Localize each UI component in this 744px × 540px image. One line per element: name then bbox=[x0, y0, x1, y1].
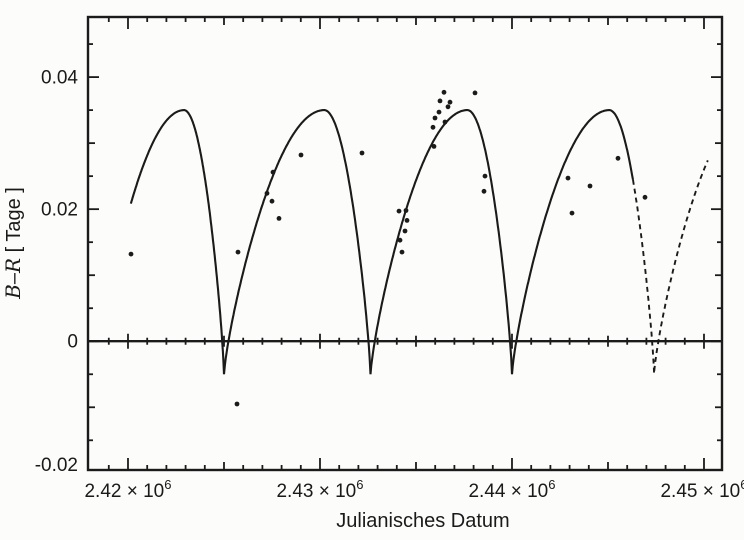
data-point bbox=[482, 173, 488, 179]
x-tick-label: 2.45 × 106 bbox=[660, 477, 744, 502]
data-points bbox=[128, 89, 648, 407]
y-axis-title-dash: – bbox=[3, 272, 25, 284]
data-point bbox=[399, 249, 405, 255]
data-point bbox=[587, 183, 593, 189]
curve-segment-solid bbox=[369, 109, 514, 375]
x-axis-ticks bbox=[107, 17, 705, 470]
data-point bbox=[615, 155, 621, 161]
data-point bbox=[270, 169, 276, 175]
data-point bbox=[128, 251, 134, 257]
y-axis-title-unit: [ Tage ] bbox=[3, 187, 25, 258]
x-tick-label: 2.44 × 106 bbox=[468, 477, 555, 502]
y-tick-label: 0.04 bbox=[41, 68, 78, 89]
y-tick-label: 0 bbox=[67, 332, 78, 353]
y-tick-labels: -0.02 0 0.02 0.04 bbox=[35, 68, 79, 476]
y-tick-label: 0.02 bbox=[41, 200, 78, 221]
data-point bbox=[642, 194, 648, 200]
x-tick-label: 2.42 × 106 bbox=[84, 477, 171, 502]
data-point bbox=[397, 237, 403, 243]
data-point bbox=[359, 150, 365, 156]
data-point bbox=[441, 89, 447, 95]
data-point bbox=[396, 208, 402, 214]
data-point bbox=[472, 90, 478, 96]
data-point bbox=[565, 175, 571, 181]
y-axis-title-R: R bbox=[1, 258, 25, 274]
curve-segment-solid bbox=[510, 109, 635, 375]
data-point bbox=[432, 115, 438, 121]
data-point bbox=[442, 119, 448, 125]
data-point bbox=[298, 152, 304, 158]
data-point bbox=[264, 190, 270, 196]
data-point bbox=[235, 249, 241, 255]
data-point bbox=[402, 228, 408, 234]
data-point bbox=[481, 188, 487, 194]
data-point bbox=[569, 210, 575, 216]
data-point bbox=[445, 104, 451, 110]
data-point bbox=[269, 198, 275, 204]
data-point bbox=[431, 144, 437, 149]
y-axis-title-B: B bbox=[1, 284, 25, 300]
curve-segment-solid bbox=[129, 109, 226, 375]
curve-segment-dashed bbox=[632, 160, 709, 375]
y-axis-title: B–R [ Tage ] bbox=[1, 187, 25, 300]
y-axis-ticks bbox=[88, 43, 722, 442]
model-curve bbox=[129, 109, 709, 375]
y-tick-label: -0.02 bbox=[35, 455, 78, 476]
x-tick-labels: 2.42 × 106 2.43 × 106 2.44 × 106 2.45 × 106 bbox=[84, 477, 744, 502]
data-point bbox=[447, 99, 453, 105]
x-tick-label: 2.43 × 106 bbox=[276, 477, 363, 502]
data-point bbox=[436, 109, 442, 115]
data-point bbox=[234, 401, 240, 407]
curve-segment-solid bbox=[222, 109, 372, 375]
plot-frame bbox=[86, 15, 724, 472]
data-point bbox=[404, 218, 410, 223]
data-point bbox=[403, 208, 409, 213]
data-point bbox=[437, 98, 443, 104]
x-axis-title: Julianisches Datum bbox=[336, 510, 509, 532]
data-point bbox=[276, 216, 282, 221]
data-point bbox=[430, 124, 436, 130]
zero-axis bbox=[88, 333, 722, 349]
